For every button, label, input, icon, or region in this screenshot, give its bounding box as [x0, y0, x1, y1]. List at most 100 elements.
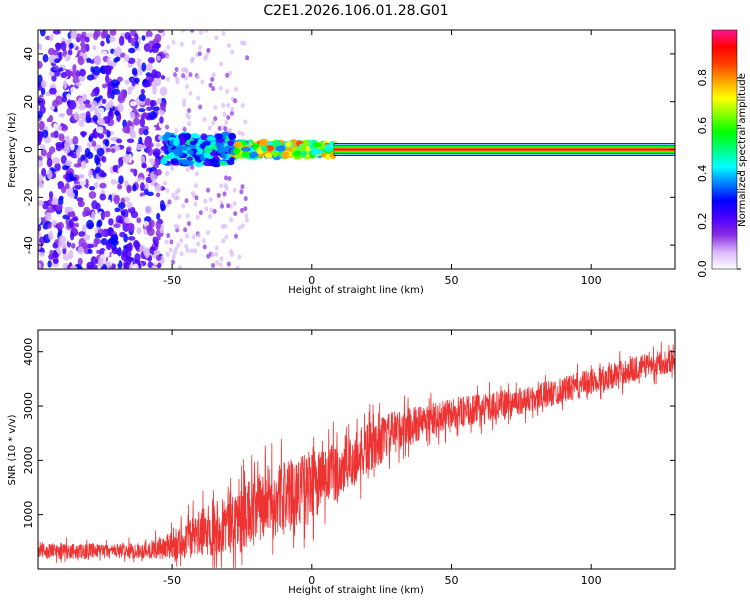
heatmap-cell: [237, 225, 242, 231]
heatmap-cell: [160, 75, 166, 80]
heatmap-cell: [281, 151, 290, 159]
heatmap-cell: [149, 111, 157, 121]
heatmap-cell: [72, 76, 80, 84]
heatmap-cell: [79, 179, 86, 187]
heatmap-cell: [38, 133, 43, 144]
heatmap-cell: [88, 136, 94, 142]
heatmap-cell: [252, 143, 260, 150]
heatmap-cell: [210, 77, 215, 83]
figure-title: C2E1.2026.106.01.28.G01: [263, 3, 448, 19]
heatmap-cell: [141, 162, 147, 168]
heatmap-cell: [49, 87, 57, 95]
heatmap-cell: [234, 86, 239, 92]
heatmap-cell: [223, 175, 228, 181]
heatmap-cell: [240, 131, 245, 137]
heatmap-cell: [130, 92, 135, 99]
heatmap-cell: [182, 98, 187, 104]
heatmap-cell: [97, 79, 104, 86]
heatmap-cell: [74, 222, 79, 228]
heatmap-cell: [186, 156, 193, 161]
heatmap-cell: [139, 117, 146, 128]
heatmap-cell: [126, 223, 135, 232]
heatmap-cell: [109, 36, 116, 43]
heatmap-cell: [112, 88, 121, 95]
heatmap-cell: [55, 86, 62, 96]
heatmap-cell: [141, 35, 146, 41]
heatmap-cell: [150, 51, 156, 59]
colorbar-ticks: 0.0 0.2 0.4 0.6 0.8: [696, 69, 741, 278]
heatmap-cell: [55, 95, 64, 106]
heatmap-cell: [86, 243, 95, 249]
heatmap-cell: [239, 207, 244, 213]
heatmap-cell: [181, 67, 186, 73]
heatmap-cell: [110, 234, 119, 243]
heatmap-cell: [68, 99, 77, 110]
heatmap-cell: [70, 86, 77, 93]
heatmap-cell: [107, 86, 112, 94]
heatmap-cell: [91, 211, 96, 221]
heatmap-cell: [122, 153, 130, 164]
heatmap-cell: [145, 30, 153, 38]
heatmap-cell: [146, 106, 153, 111]
heatmap-cell: [100, 210, 106, 221]
heatmap-cell: [183, 75, 188, 81]
heatmap-cell: [97, 219, 103, 227]
heatmap-cell: [70, 176, 77, 182]
heatmap-cell: [124, 250, 132, 259]
heatmap-cell: [240, 40, 245, 46]
heatmap-cell: [103, 249, 110, 258]
heatmap-cell: [112, 256, 120, 265]
heatmap-cell: [118, 157, 124, 167]
heatmap-cell: [70, 30, 77, 39]
heatmap-cell: [71, 242, 76, 249]
heatmap-cell: [208, 213, 213, 219]
heatmap-cell: [137, 30, 145, 33]
heatmap-cell: [198, 30, 203, 36]
heatmap-cell: [265, 152, 273, 159]
heatmap-cell: [55, 143, 63, 152]
heatmap-cell: [201, 238, 206, 244]
colorbar: 0.0 0.2 0.4 0.6 0.8 Normalized spectral ampl…: [696, 29, 748, 278]
heatmap-cell: [221, 102, 226, 108]
heatmap-cell: [69, 42, 74, 49]
heatmap-cell: [222, 111, 227, 117]
heatmap-cell: [210, 160, 220, 168]
heatmap-cell: [154, 183, 162, 192]
heatmap-cell: [185, 213, 190, 219]
heatmap-cell: [182, 102, 187, 108]
heatmap-cell: [233, 141, 242, 149]
heatmap-cell: [78, 112, 87, 120]
heatmap-cell: [84, 178, 89, 189]
heatmap-cell: [181, 159, 189, 166]
heatmap-cell: [202, 140, 211, 146]
heatmap-cell: [237, 254, 242, 260]
heatmap-cell: [93, 55, 102, 66]
heatmap-cell: [85, 110, 91, 120]
heatmap-cell: [72, 227, 78, 236]
heatmap-cell: [90, 100, 98, 108]
heatmap-cell: [186, 149, 194, 155]
snr-panel: -50 0 50 100 1000 2000 3000 4000 Height of str…: [7, 329, 676, 596]
heatmap-cell: [184, 198, 189, 204]
heatmap-cell: [58, 195, 64, 201]
heatmap-cell: [41, 129, 49, 138]
heatmap-cell: [130, 168, 135, 173]
heatmap-cell: [145, 76, 152, 81]
heatmap-cell: [193, 201, 198, 207]
heatmap-cell: [86, 57, 92, 63]
heatmap-cell: [69, 192, 76, 199]
heatmap-cell: [240, 146, 251, 152]
heatmap-cell: [198, 104, 203, 110]
heatmap-cell: [225, 88, 230, 94]
heatmap-cell: [118, 175, 124, 185]
heatmap-cell: [171, 254, 176, 260]
heatmap-cell: [110, 148, 116, 154]
heatmap-cell: [101, 98, 107, 104]
snr-frame: [37, 329, 676, 570]
heatmap-cell: [209, 207, 214, 213]
heatmap-cell: [80, 160, 87, 169]
heatmap-cell: [38, 242, 42, 250]
heatmap-cell: [224, 119, 229, 125]
heatmap-cell: [78, 231, 86, 237]
